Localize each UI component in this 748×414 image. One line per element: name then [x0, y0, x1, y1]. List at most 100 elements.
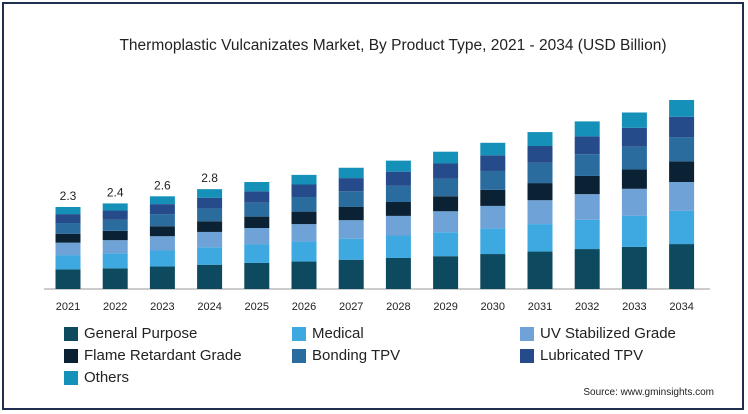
bar-segment-2031-general-purpose: [527, 251, 553, 289]
bar-segment-2032-lubricated-tpv: [574, 136, 600, 155]
bar-segment-2030-uv-stabilized-grade: [480, 205, 506, 229]
bar-segment-2023-bonding-tpv: [149, 214, 175, 227]
bar-segment-2026-flame-retardant-grade: [291, 211, 317, 225]
bar-segment-2031-bonding-tpv: [527, 162, 553, 184]
bar-segment-2021-general-purpose: [55, 269, 81, 289]
legend-item-lubricated-tpv: Lubricated TPV: [520, 347, 643, 364]
bar-segment-2034-others: [669, 100, 695, 117]
bar-segment-2034-bonding-tpv: [669, 137, 695, 162]
bar-segment-2028-bonding-tpv: [385, 185, 411, 202]
bar-segment-2030-bonding-tpv: [480, 170, 506, 190]
legend-item-others: Others: [64, 369, 129, 386]
bar-segment-2029-bonding-tpv: [433, 178, 459, 197]
legend-swatch: [520, 326, 534, 341]
bar-segment-2026-uv-stabilized-grade: [291, 224, 317, 242]
bar-segment-2028-uv-stabilized-grade: [385, 215, 411, 236]
legend-item-medical: Medical: [292, 325, 364, 342]
bar-segment-2034-uv-stabilized-grade: [669, 182, 695, 211]
bar-segment-2029-others: [433, 151, 459, 164]
bar-segment-2024-uv-stabilized-grade: [197, 231, 223, 248]
bar-segment-2029-general-purpose: [433, 256, 459, 289]
bar-segment-2028-general-purpose: [385, 257, 411, 289]
legend-item-general-purpose: General Purpose: [64, 325, 197, 342]
bar-segment-2022-others: [102, 203, 128, 211]
x-tick-label: 2034: [669, 301, 693, 313]
bar-segment-2029-lubricated-tpv: [433, 163, 459, 179]
bar-segment-2027-flame-retardant-grade: [338, 206, 364, 221]
bar-segment-2025-general-purpose: [244, 262, 270, 289]
x-tick-label: 2023: [150, 301, 174, 313]
bar-segment-2027-bonding-tpv: [338, 191, 364, 207]
legend-swatch: [520, 348, 534, 363]
bar-segment-2023-medical: [149, 250, 175, 267]
bar-segment-2023-lubricated-tpv: [149, 204, 175, 215]
bar-segment-2032-medical: [574, 219, 600, 250]
bar-segment-2030-flame-retardant-grade: [480, 189, 506, 206]
bar-segment-2030-lubricated-tpv: [480, 155, 506, 171]
bar-segment-2033-others: [621, 112, 647, 128]
bar-segment-2026-general-purpose: [291, 261, 317, 289]
x-tick-label: 2031: [528, 301, 552, 313]
x-tick-label: 2024: [197, 301, 221, 313]
bar-segment-2022-bonding-tpv: [102, 219, 128, 231]
bar-segment-2028-medical: [385, 235, 411, 258]
bar-segment-2024-general-purpose: [197, 264, 223, 289]
bar-segment-2032-flame-retardant-grade: [574, 175, 600, 195]
chart-frame: Thermoplastic Vulcanizates Market, By Pr…: [2, 2, 744, 410]
source-note: Source: www.gminsights.com: [583, 387, 714, 398]
bar-segment-2022-lubricated-tpv: [102, 210, 128, 220]
bar-segment-2023-flame-retardant-grade: [149, 226, 175, 237]
bar-segment-2024-others: [197, 189, 223, 198]
bar-segment-2026-lubricated-tpv: [291, 184, 317, 197]
bar-segment-2031-uv-stabilized-grade: [527, 200, 553, 225]
x-tick-label: 2032: [575, 301, 599, 313]
bar-segment-2027-lubricated-tpv: [338, 178, 364, 192]
legend-label: Flame Retardant Grade: [84, 347, 242, 364]
bar-segment-2024-medical: [197, 247, 223, 265]
bar-segment-2024-flame-retardant-grade: [197, 221, 223, 232]
bar-segment-2030-medical: [480, 228, 506, 255]
data-label-total: 2.8: [201, 171, 218, 185]
bar-segment-2032-general-purpose: [574, 249, 600, 289]
bar-segment-2029-medical: [433, 232, 459, 257]
legend-item-flame-retardant-grade: Flame Retardant Grade: [64, 347, 242, 364]
data-label-total: 2.3: [60, 189, 77, 203]
bar-segment-2029-flame-retardant-grade: [433, 196, 459, 212]
bar-segment-2027-medical: [338, 238, 364, 260]
bar-segment-2023-others: [149, 196, 175, 205]
bar-segment-2033-flame-retardant-grade: [621, 169, 647, 189]
x-tick-label: 2033: [622, 301, 646, 313]
bar-segment-2030-others: [480, 142, 506, 156]
legend-swatch: [292, 348, 306, 363]
bar-segment-2027-others: [338, 167, 364, 179]
bar-segment-2022-flame-retardant-grade: [102, 230, 128, 241]
legend-item-uv-stabilized-grade: UV Stabilized Grade: [520, 325, 676, 342]
bar-segment-2021-medical: [55, 255, 81, 270]
bar-segment-2031-flame-retardant-grade: [527, 183, 553, 201]
x-tick-label: 2027: [339, 301, 363, 313]
bar-segment-2027-general-purpose: [338, 259, 364, 289]
bar-segment-2034-flame-retardant-grade: [669, 161, 695, 183]
bar-segment-2028-flame-retardant-grade: [385, 201, 411, 216]
bar-segment-2032-others: [574, 121, 600, 137]
bar-segment-2034-medical: [669, 210, 695, 245]
bar-segment-2030-general-purpose: [480, 254, 506, 289]
legend-label: Others: [84, 369, 130, 386]
data-labels: 2.3 2.4 2.6 2.8: [60, 171, 219, 203]
x-tick-label: 2021: [56, 301, 80, 313]
bar-segment-2023-general-purpose: [149, 266, 175, 289]
bar-segment-2033-lubricated-tpv: [621, 127, 647, 147]
legend-swatch: [292, 326, 306, 341]
bar-segment-2025-uv-stabilized-grade: [244, 228, 270, 245]
legend-label: UV Stabilized Grade: [540, 325, 676, 342]
chart-area: Thermoplastic Vulcanizates Market, By Pr…: [44, 37, 710, 313]
legend-swatch: [64, 326, 78, 341]
x-tick-label: 2022: [103, 301, 127, 313]
x-tick-label: 2028: [386, 301, 410, 313]
bar-segment-2021-lubricated-tpv: [55, 214, 81, 224]
bar-segment-2025-lubricated-tpv: [244, 191, 270, 203]
bar-segment-2022-uv-stabilized-grade: [102, 240, 128, 254]
bars-group: [55, 100, 695, 289]
bar-segment-2026-bonding-tpv: [291, 196, 317, 212]
x-axis-ticks: 2021 2022 2023 2024 2025 2026 2027 2028 2029 2030…: [56, 301, 694, 313]
